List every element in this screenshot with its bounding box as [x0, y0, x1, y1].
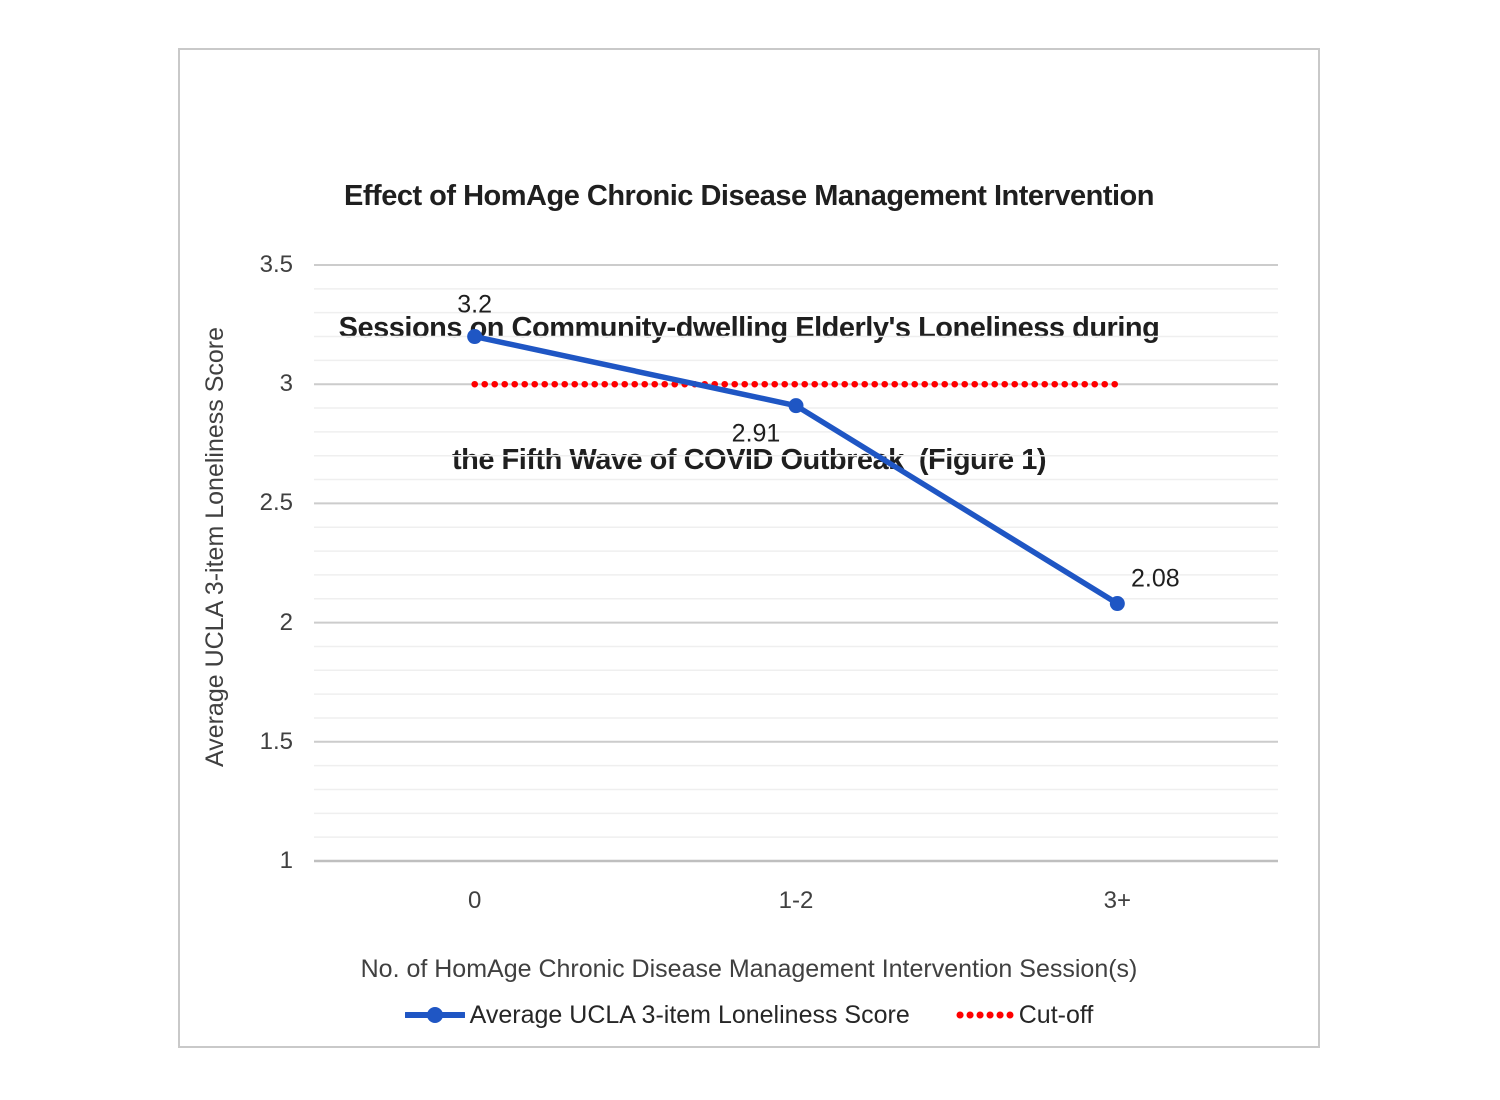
- y-tick-label: 1.5: [259, 727, 293, 755]
- point-data-label: 3.2: [457, 290, 493, 319]
- y-axis-title: Average UCLA 3-item Loneliness Score: [201, 326, 229, 768]
- chart-title-line-3: the Fifth Wave of COVID Outbreak (Figure…: [451, 444, 1047, 476]
- y-tick-label: 3: [279, 370, 293, 398]
- chart-title-line-2: Sessions on Community-dwelling Elderly's…: [338, 312, 1160, 344]
- x-axis-title: No. of HomAge Chronic Disease Management…: [360, 955, 1138, 983]
- legend-item-cutoff: Cut-off: [956, 1000, 1094, 1030]
- point-data-label: 2.91: [731, 419, 781, 448]
- data-point-marker: [1109, 596, 1125, 612]
- y-tick-label: 1: [279, 847, 293, 874]
- data-point-marker: [788, 398, 804, 414]
- y-tick-label: 2: [279, 608, 293, 636]
- x-tick-label: 3+: [1103, 887, 1132, 914]
- chart-title-line-1: Effect of HomAge Chronic Disease Managem…: [344, 180, 1154, 212]
- dotted-line-icon: [956, 1011, 1014, 1019]
- legend-label-cutoff: Cut-off: [1018, 1000, 1094, 1029]
- legend: Average UCLA 3-item Loneliness Score Cut…: [180, 998, 1318, 1032]
- legend-label-loneliness-series: Average UCLA 3-item Loneliness Score: [469, 1000, 910, 1029]
- chart-card: Effect of HomAge Chronic Disease Managem…: [178, 48, 1320, 1048]
- y-tick-label: 2.5: [259, 489, 293, 517]
- data-point-marker: [467, 329, 483, 345]
- x-tick-label: 1-2: [778, 887, 814, 914]
- loneliness-score-line: [471, 333, 1121, 607]
- x-tick-label: 0: [467, 887, 482, 914]
- chart-title: Effect of HomAge Chronic Disease Managem…: [180, 86, 1318, 570]
- legend-item-loneliness-series: Average UCLA 3-item Loneliness Score: [404, 1000, 910, 1030]
- plot-area: [314, 264, 1278, 863]
- point-data-label: 2.08: [1130, 564, 1180, 593]
- line-with-marker-icon: [404, 1007, 465, 1023]
- y-tick-label: 3.5: [259, 251, 293, 278]
